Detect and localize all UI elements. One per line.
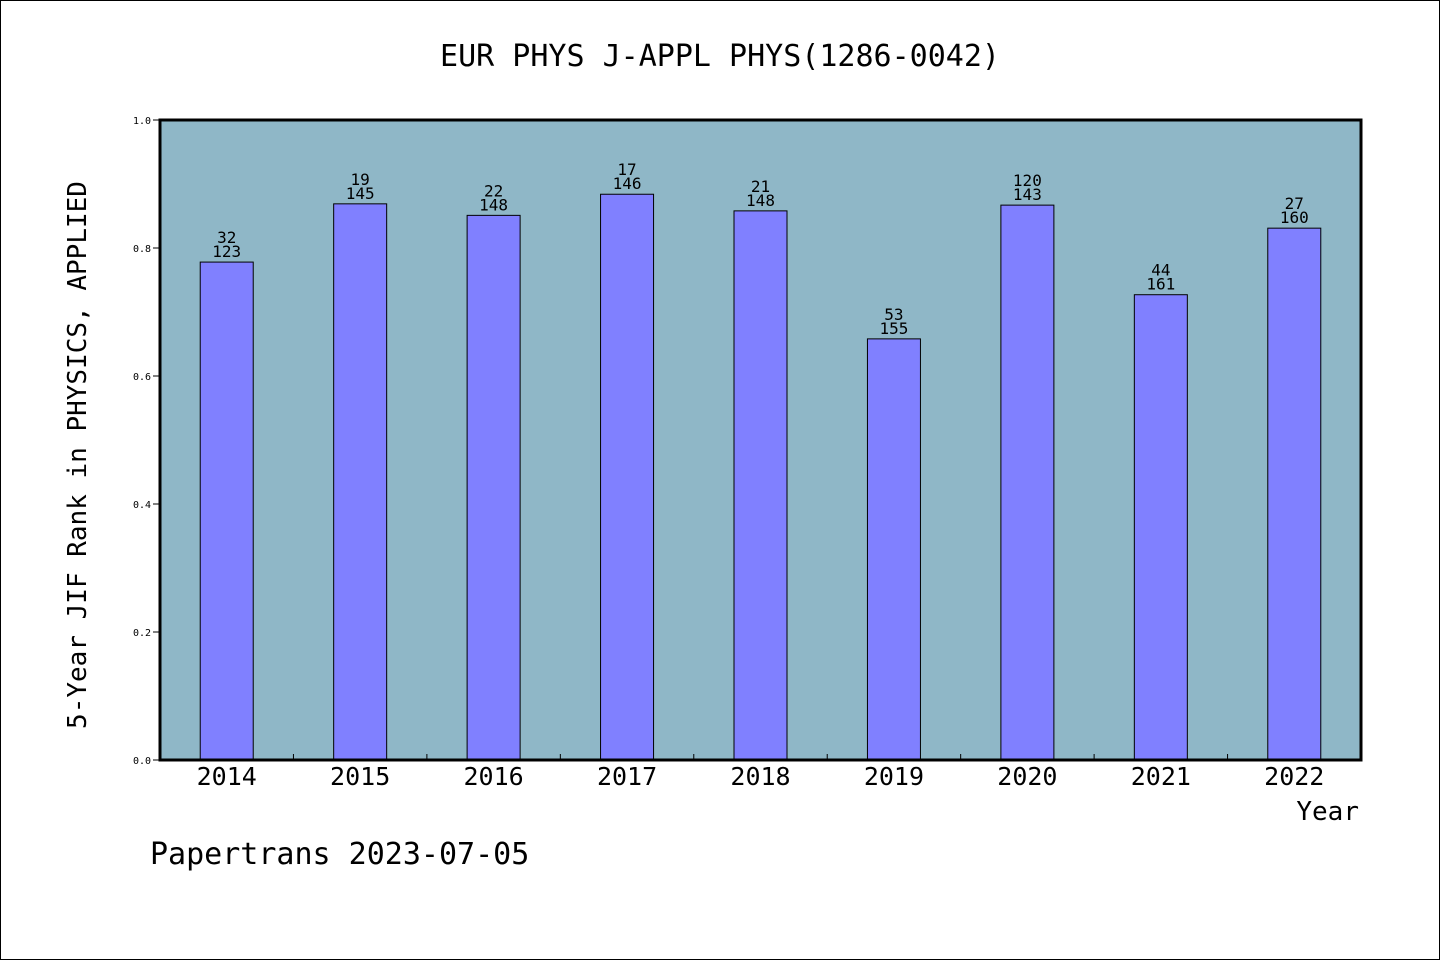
y-tick-label: 0.6 <box>133 372 151 383</box>
x-tick-label: 2020 <box>997 762 1057 791</box>
x-tick-label: 2015 <box>330 762 390 791</box>
bar-rank-label: 53 <box>884 305 903 324</box>
x-tick-label: 2022 <box>1264 762 1324 791</box>
bar-rank-label: 44 <box>1151 261 1170 280</box>
y-tick-label: 0.8 <box>133 244 151 255</box>
x-tick-label: 2019 <box>864 762 924 791</box>
bar-total-label: 148 <box>479 195 508 214</box>
bar-2017 <box>600 193 655 761</box>
bar-total-label: 148 <box>746 191 775 210</box>
footer-date-stamp: Papertrans 2023-07-05 <box>150 837 529 872</box>
bar-2015 <box>333 203 388 761</box>
bar-2019 <box>866 338 921 761</box>
y-tick-label: 0.4 <box>133 500 151 511</box>
bar-total-label: 161 <box>1146 275 1175 294</box>
bar-2018 <box>733 210 788 761</box>
x-tick-label: 2018 <box>730 762 790 791</box>
bar-rank-label: 17 <box>617 160 636 179</box>
y-axis-label: 5-Year JIF Rank in PHYSICS, APPLIED <box>63 181 93 729</box>
bar-2021 <box>1133 294 1188 761</box>
bar-2014 <box>199 261 254 761</box>
bar-2022 <box>1267 227 1322 761</box>
x-tick-label: 2014 <box>197 762 257 791</box>
bar-rank-label: 32 <box>217 228 236 247</box>
bar-rank-label: 21 <box>751 177 770 196</box>
bar-rank-label: 120 <box>1013 171 1042 190</box>
bar-total-label: 155 <box>879 319 908 338</box>
bar-rank-label: 27 <box>1285 194 1304 213</box>
y-axis-ticks: 0.0 0.2 0.4 0.6 0.8 1.0 <box>133 116 160 767</box>
y-tick-label: 0.2 <box>133 628 151 639</box>
bar-total-label: 143 <box>1013 185 1042 204</box>
chart-title: EUR PHYS J-APPL PHYS(1286-0042) <box>440 39 1000 74</box>
x-axis-label: Year <box>1296 797 1359 827</box>
x-tick-label: 2017 <box>597 762 657 791</box>
x-tick-label: 2021 <box>1131 762 1191 791</box>
x-tick-label: 2016 <box>464 762 524 791</box>
y-tick-label: 1.0 <box>133 116 151 127</box>
y-tick-label: 0.0 <box>133 756 151 767</box>
bar-rank-label: 19 <box>351 170 370 189</box>
bar-rank-label: 22 <box>484 181 503 200</box>
bar-total-label: 146 <box>613 174 642 193</box>
plot-border <box>158 118 1363 762</box>
bar-total-label: 160 <box>1280 208 1309 227</box>
x-axis-ticks: 2014 2015 2016 2017 2018 2019 2020 2021 2022 <box>197 754 1324 791</box>
bar-total-label: 123 <box>212 242 241 261</box>
bar-total-label: 145 <box>346 184 375 203</box>
bar-2016 <box>466 214 521 761</box>
bar-2020 <box>1000 204 1055 761</box>
